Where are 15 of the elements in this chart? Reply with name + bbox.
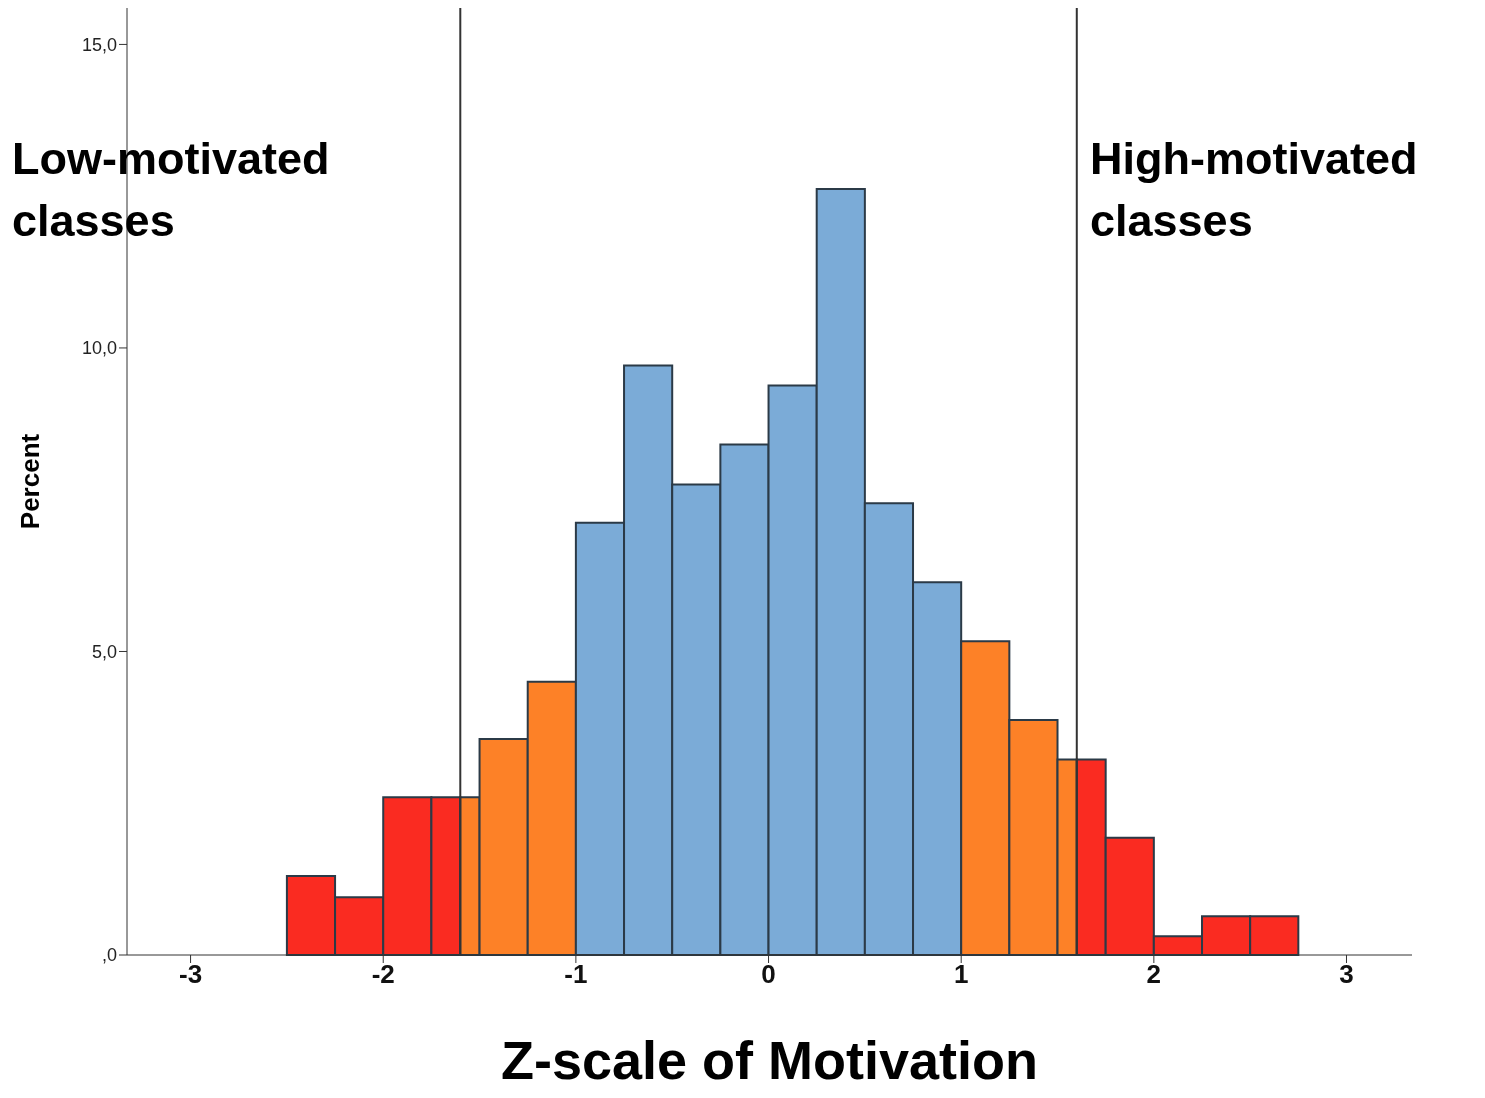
y-tick-label: ,0 (101, 945, 117, 966)
x-tick-label: -2 (371, 959, 395, 990)
y-axis-title: Percent (15, 433, 46, 530)
x-tick-label: -1 (564, 959, 588, 990)
annotation: Low-motivated classes (12, 132, 330, 248)
y-tick-label: 10,0 (81, 338, 117, 359)
x-axis-title: Z-scale of Motivation (500, 1030, 1039, 1090)
x-tick-label: -3 (179, 959, 203, 990)
annotation: High-motivated classes (1090, 132, 1418, 248)
y-tick-label: 15,0 (81, 34, 117, 55)
y-tick-label: 5,0 (91, 641, 117, 662)
x-tick-label: 0 (761, 959, 776, 990)
x-tick-label: 2 (1146, 959, 1162, 990)
x-tick-label: 3 (1339, 959, 1354, 990)
x-tick-label: 1 (953, 959, 969, 990)
